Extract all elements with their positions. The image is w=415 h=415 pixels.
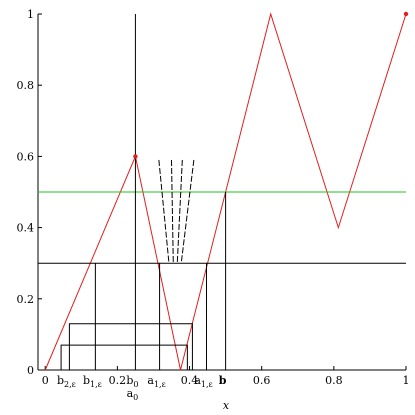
annotation-text: b [219,374,227,387]
annotation: a0 [127,387,139,402]
x-tick-label: 1 [403,374,410,387]
x-tick-label: 0.8 [325,374,343,387]
line [60,344,188,370]
annotation: a1,ε [194,374,212,389]
x-tick-label: 0.6 [253,374,271,387]
annotation-subscript: 1,ε [201,380,213,389]
annotation: b0 [126,374,138,389]
y-tick-label: 0 [27,364,34,377]
y-tick-label: 0.4 [17,222,35,235]
annotation: b2,ε [57,374,76,389]
annotation-text: a [147,374,154,387]
y-tick-label: 0.6 [17,150,35,163]
annotation-subscript: 1,ε [154,380,166,389]
x-tick-label: 0.4 [181,374,199,387]
line [176,159,183,264]
annotation-text: b [126,374,133,387]
line [170,159,174,264]
x-axis-label: x [223,399,230,412]
y-tick-label: 0.8 [17,79,35,92]
annotation-subscript: 1,ε [90,380,102,389]
annotation: a1,ε [147,374,165,389]
point [133,154,138,159]
annotation-text: a [127,387,134,400]
annotation-subscript: 2,ε [64,380,76,389]
point [403,11,409,17]
annotation-text: b [57,374,64,387]
x-tick-label: 0.2 [109,374,127,387]
annotation: b [219,374,227,387]
line [180,159,195,264]
annotation-text: a [194,374,201,387]
annotation-subscript: 0 [133,393,138,402]
y-tick-label: 1 [27,8,34,21]
annotation-subscript: 0 [133,380,138,389]
annotation-text: b [83,374,90,387]
line [68,323,193,370]
annotation: b1,ε [83,374,102,389]
x-tick-label: 0 [42,374,49,387]
y-tick-label: 0.2 [17,293,35,306]
line [158,159,170,264]
